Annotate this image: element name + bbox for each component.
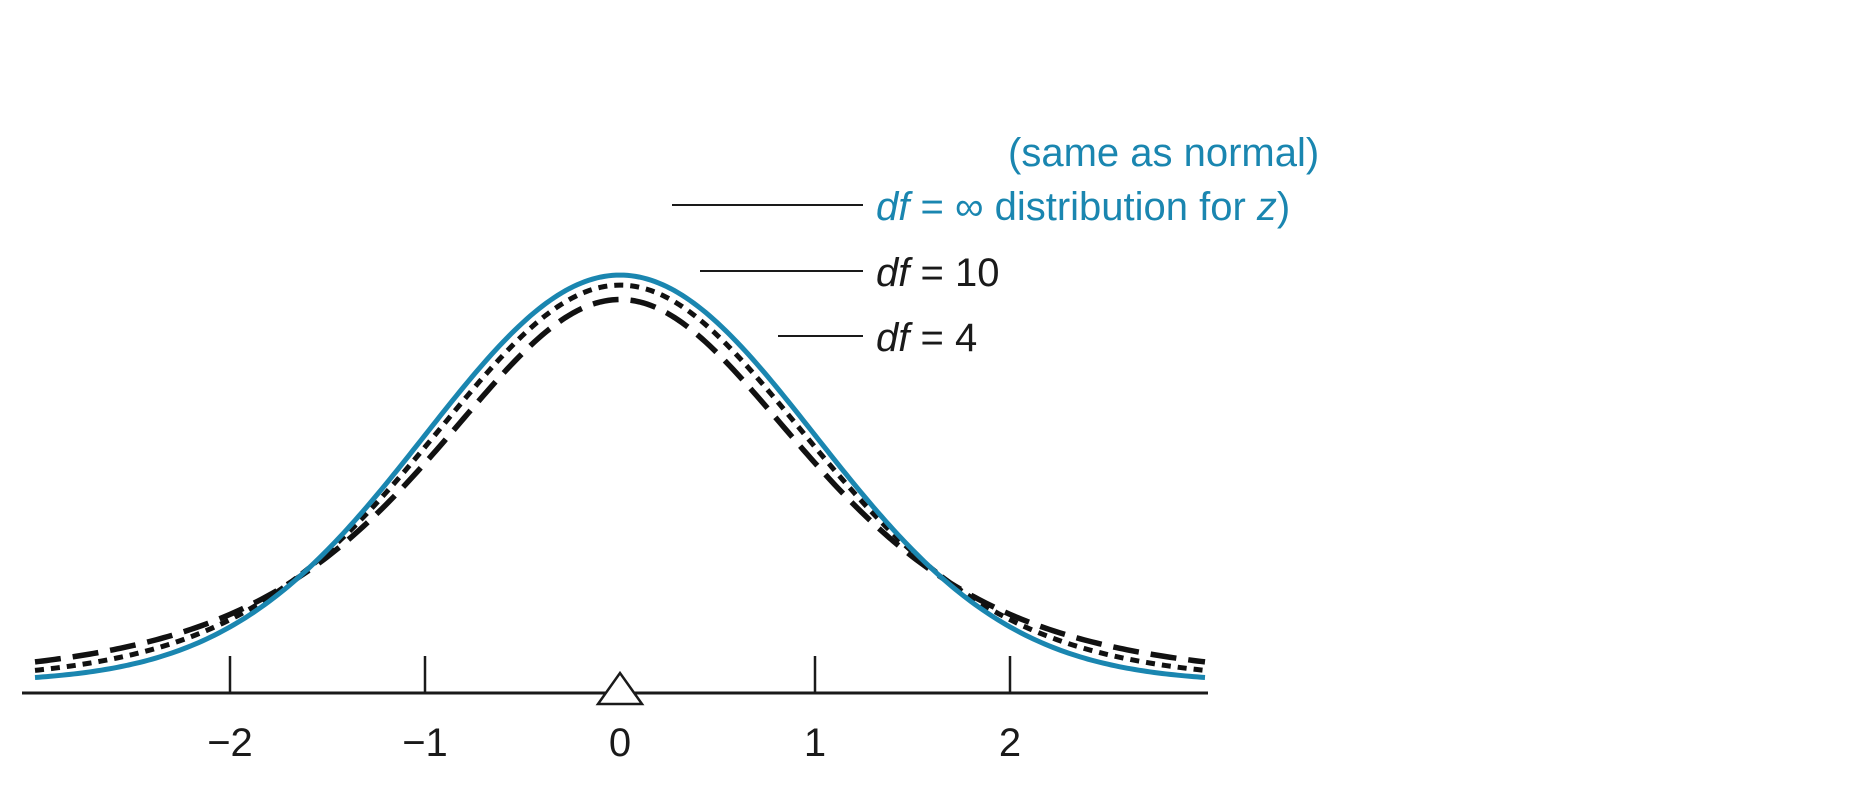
mean-triangle-marker	[595, 670, 645, 706]
x-tick-label-neg1: −1	[402, 721, 448, 765]
normal-label-z: z	[1256, 185, 1277, 229]
x-tick-label-1: 1	[804, 721, 826, 765]
series-line-df-10	[34, 282, 1206, 673]
df4-label-eq: = 4	[909, 316, 977, 360]
x-tick-label-neg2: −2	[207, 721, 253, 765]
series-line-df-4	[34, 296, 1206, 665]
normal-label-line2: df = ∞ distribution for z)	[876, 185, 1290, 229]
df10-label: df = 10	[876, 251, 999, 295]
df10-label-df: df	[876, 251, 913, 295]
x-ticks-group	[228, 656, 1012, 693]
series-line-df-infinity	[34, 272, 1206, 680]
df4-label: df = 4	[876, 316, 977, 360]
x-tick-label-0: 0	[609, 721, 631, 765]
normal-label-line1: (same as normal)	[1008, 131, 1319, 175]
x-tick-label-2: 2	[999, 721, 1021, 765]
df4-label-df: df	[876, 316, 913, 360]
normal-label-eq: = ∞ distribution for	[909, 185, 1257, 229]
normal-label-close: )	[1277, 185, 1290, 229]
x-tick-labels-group: −2 −1 0 1 2	[207, 721, 1021, 765]
normal-label-df: df	[876, 185, 913, 229]
df10-label-eq: = 10	[909, 251, 999, 295]
curves-group	[34, 272, 1206, 680]
